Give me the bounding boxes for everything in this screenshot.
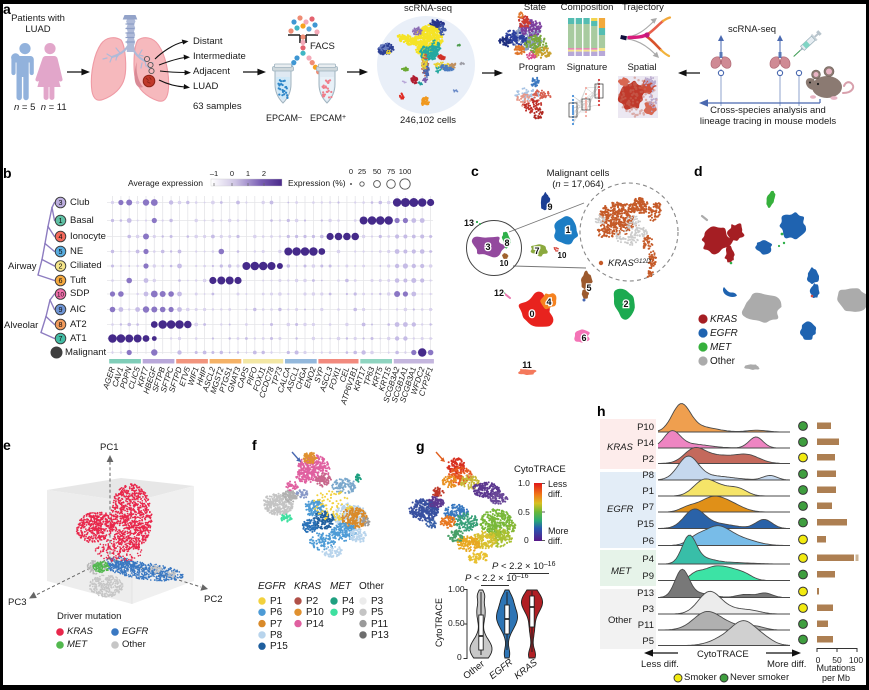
- svg-text:10: 10: [57, 291, 64, 298]
- svg-text:8: 8: [59, 320, 63, 329]
- svg-text:6: 6: [59, 276, 63, 285]
- svg-text:4: 4: [59, 232, 63, 241]
- svg-text:12: 12: [494, 288, 504, 298]
- svg-text:3: 3: [59, 198, 63, 207]
- svg-text:FACS: FACS: [310, 41, 335, 52]
- svg-text:2: 2: [59, 261, 63, 270]
- svg-text:100: 100: [849, 655, 863, 665]
- svg-text:7: 7: [59, 334, 63, 343]
- svg-text:3: 3: [485, 242, 490, 252]
- svg-text:0: 0: [529, 309, 534, 319]
- svg-text:5: 5: [586, 283, 591, 293]
- svg-text:50: 50: [832, 655, 842, 665]
- svg-text:13: 13: [464, 218, 474, 228]
- svg-text:100: 100: [399, 167, 412, 176]
- svg-text:4: 4: [546, 297, 551, 307]
- svg-text:6: 6: [581, 333, 586, 343]
- svg-text:–1: –1: [210, 169, 218, 178]
- svg-text:25: 25: [358, 167, 366, 176]
- svg-text:8: 8: [504, 238, 509, 248]
- svg-text:50: 50: [373, 167, 381, 176]
- svg-text:10: 10: [500, 259, 509, 268]
- svg-text:1: 1: [246, 169, 250, 178]
- svg-text:0: 0: [349, 167, 353, 176]
- svg-text:10: 10: [558, 251, 567, 260]
- svg-text:1: 1: [565, 225, 570, 235]
- svg-text:7: 7: [534, 246, 539, 256]
- svg-text:1: 1: [59, 216, 63, 225]
- svg-text:2: 2: [262, 169, 266, 178]
- svg-text:75: 75: [387, 167, 395, 176]
- svg-text:0: 0: [816, 655, 821, 665]
- svg-text:5: 5: [59, 247, 63, 256]
- svg-text:0: 0: [230, 169, 234, 178]
- svg-text:9: 9: [547, 202, 552, 212]
- svg-text:9: 9: [59, 305, 63, 314]
- svg-text:2: 2: [623, 299, 628, 309]
- svg-text:11: 11: [522, 360, 532, 370]
